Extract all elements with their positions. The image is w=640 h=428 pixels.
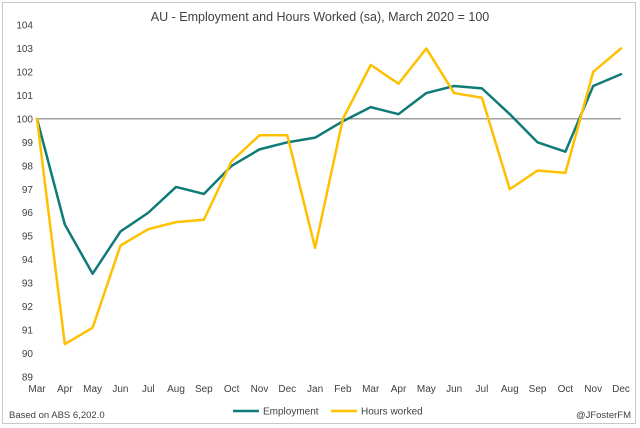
x-tick-label: Sep [195, 384, 213, 395]
y-tick-label: 94 [22, 255, 34, 266]
x-tick-label: Feb [334, 384, 352, 395]
y-tick-label: 102 [16, 67, 33, 78]
legend-label-employment: Employment [263, 407, 319, 418]
y-tick-label: 99 [22, 138, 34, 149]
legend-label-hours-worked: Hours worked [361, 407, 423, 418]
x-tick-label: Jun [446, 384, 462, 395]
x-tick-label: Jul [476, 384, 489, 395]
x-tick-label: Mar [362, 384, 380, 395]
y-tick-label: 90 [22, 349, 34, 360]
x-tick-label: Nov [584, 384, 602, 395]
source-note: Based on ABS 6,202.0 [9, 410, 105, 421]
x-tick-label: Jul [142, 384, 155, 395]
y-tick-label: 104 [16, 21, 33, 32]
x-tick-label: Nov [251, 384, 269, 395]
y-tick-label: 89 [22, 373, 34, 384]
y-tick-label: 103 [16, 44, 33, 55]
y-tick-label: 95 [22, 232, 34, 243]
x-axis: Mar Apr May Jun Jul Aug Sep Oct Nov Dec Jan Feb Mar A… [28, 384, 630, 395]
x-tick-label: Apr [391, 384, 407, 395]
x-tick-label: Aug [167, 384, 185, 395]
x-tick-label: May [83, 384, 102, 395]
x-tick-label: May [417, 384, 436, 395]
y-tick-label: 92 [22, 302, 34, 313]
x-tick-label: Apr [57, 384, 73, 395]
y-tick-label: 91 [22, 326, 34, 337]
x-tick-label: Dec [612, 384, 630, 395]
y-tick-label: 101 [16, 91, 33, 102]
x-tick-label: Oct [224, 384, 240, 395]
y-tick-label: 98 [22, 161, 34, 172]
y-tick-label: 93 [22, 279, 34, 290]
author-credit: @JFosterFM [576, 410, 631, 421]
x-tick-label: Mar [28, 384, 46, 395]
series-line-employment [35, 73, 623, 275]
x-tick-label: Sep [529, 384, 547, 395]
y-tick-label: 97 [22, 185, 34, 196]
y-tick-label: 96 [22, 208, 34, 219]
x-tick-label: Aug [501, 384, 519, 395]
series-line-hours-worked [35, 47, 623, 346]
legend: Employment Hours worked [233, 407, 423, 418]
series-layer [35, 47, 623, 346]
chart-title: AU - Employment and Hours Worked (sa), M… [151, 10, 490, 24]
y-tick-label: 100 [16, 114, 33, 125]
y-axis: 89 90 91 92 93 94 95 96 97 98 99 100 101 102 103 104 [16, 21, 33, 384]
x-tick-label: Jun [112, 384, 128, 395]
x-tick-label: Oct [558, 384, 574, 395]
x-tick-label: Dec [278, 384, 296, 395]
chart-frame [2, 2, 636, 424]
x-tick-label: Jan [307, 384, 323, 395]
